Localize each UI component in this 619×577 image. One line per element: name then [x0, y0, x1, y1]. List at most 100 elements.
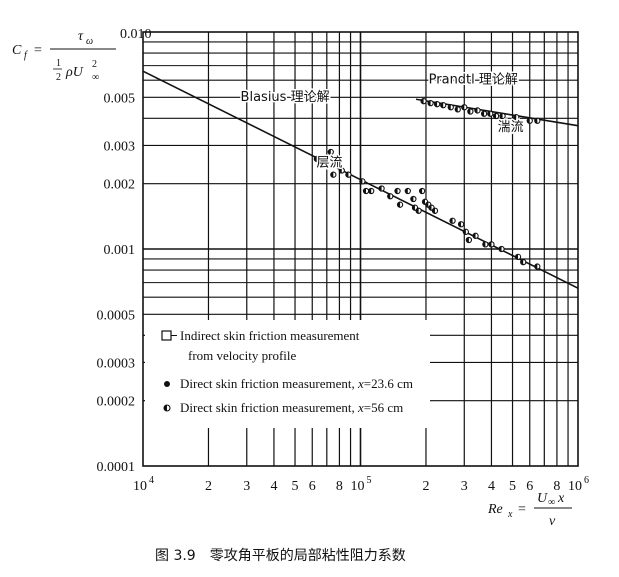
x-tick-base: 2: [205, 479, 212, 494]
marker-fill: [440, 102, 444, 108]
data-point: [420, 98, 427, 105]
y-tick-label: 0.0001: [97, 460, 136, 475]
data-point: [499, 112, 506, 120]
x-tick-label: 6: [309, 479, 316, 494]
marker-fill: [425, 202, 429, 208]
marker-fill: [498, 246, 502, 252]
marker-fill: [515, 254, 519, 260]
data-point: [428, 204, 435, 211]
marker-fill: [416, 208, 419, 214]
data-point: [513, 114, 520, 121]
data-point: [410, 195, 417, 203]
data-point: [454, 106, 461, 113]
marker-fill: [487, 111, 491, 117]
marker-fill: [458, 221, 462, 227]
data-point: [492, 112, 500, 120]
x-tick-label: 2: [422, 479, 429, 494]
data-point: [362, 187, 370, 195]
marker-fill: [472, 233, 476, 239]
x-tick-base: 2: [422, 479, 429, 494]
x-tick-base: 8: [336, 479, 343, 494]
data-point: [487, 110, 494, 117]
data-point: [396, 201, 404, 208]
x-tick-base: 8: [553, 479, 560, 494]
x-tick-label: 10 6: [568, 475, 589, 494]
marker-fill: [434, 101, 438, 107]
xlabel-den: ν: [549, 514, 556, 529]
marker-fill: [427, 100, 431, 106]
annotation-label: Prandtl 理论解: [429, 72, 518, 87]
data-point: [431, 207, 439, 214]
marker-fill: [368, 188, 372, 194]
y-tick-label: 0.001: [104, 243, 136, 258]
data-point: [313, 155, 321, 163]
y-tick-label: 0.002: [104, 178, 136, 193]
data-point: [447, 104, 454, 111]
marker-fill: [410, 196, 414, 202]
axes: 0.010 0.005 0.003 0.002 0.001 0.0005 0.0003 0.0…: [97, 27, 590, 494]
data-point: [404, 187, 411, 195]
marker-fill: [387, 193, 391, 199]
annotation-label: 湍流: [498, 120, 524, 135]
marker-fill: [339, 167, 342, 174]
marker-fill: [428, 205, 432, 211]
figure-caption: 图 3.9 零攻角平板的局部粘性阻力系数: [155, 548, 406, 564]
y-tick-label: 0.010: [120, 27, 152, 42]
x-tick-label: 3: [461, 479, 468, 494]
x-tick-base: 6: [526, 479, 533, 494]
data-point: [433, 101, 441, 108]
data-point: [359, 178, 366, 185]
marker-fill: [419, 188, 423, 194]
x-axis-label: Re x =U ∞ xν: [487, 491, 572, 529]
data-point: [472, 232, 479, 239]
ylabel-lhs: C: [12, 43, 22, 58]
marker-fill: [314, 156, 317, 162]
data-point: [327, 148, 334, 156]
x-tick-base: 10: [568, 479, 582, 494]
data-point: [462, 228, 469, 235]
marker-fill: [412, 205, 415, 211]
marker-fill: [164, 405, 167, 411]
data-point: [514, 253, 522, 261]
data-point: [449, 217, 456, 224]
plot-frame: [142, 31, 579, 467]
marker-fill: [397, 202, 401, 208]
data-point: [345, 171, 352, 178]
y-tick-label: 0.0002: [97, 395, 136, 410]
ylabel-den-frac-den: 2: [56, 72, 61, 83]
data-point: [480, 110, 488, 117]
legend-marker-half-circle: [163, 404, 171, 412]
x-tick-base: 4: [488, 479, 495, 494]
x-tick-exponent: 6: [584, 475, 589, 486]
marker-fill: [420, 98, 424, 104]
data-point: [418, 187, 426, 195]
y-tick-label: 0.0003: [97, 356, 136, 371]
ylabel-num-sub: ω: [86, 36, 93, 47]
y-tick-label: 0.005: [104, 91, 136, 106]
x-tick-label: 2: [205, 479, 212, 494]
marker-fill: [463, 229, 466, 235]
marker-fill: [363, 188, 367, 194]
data-point: [338, 167, 345, 174]
data-point: [498, 245, 505, 253]
data-point: [415, 207, 422, 214]
data-point: [394, 187, 401, 195]
marker-fill: [422, 199, 426, 205]
xlabel-num-sub: ∞: [548, 497, 555, 508]
annotation-label: Blasius 理论解: [241, 90, 330, 105]
marker-fill: [328, 149, 331, 155]
legend-label: from velocity profile: [188, 348, 297, 363]
legend-label: Direct skin friction measurement, x=56 c…: [180, 400, 403, 415]
x-tick-base: 3: [243, 479, 250, 494]
marker-fill: [394, 188, 398, 194]
legend-label: Direct skin friction measurement, x=23.6…: [180, 376, 413, 391]
x-tick-label: 3: [243, 479, 250, 494]
marker-fill: [467, 108, 471, 115]
marker-fill: [345, 172, 349, 178]
ylabel-den-sub: ∞: [92, 72, 99, 83]
data-point: [534, 263, 541, 270]
marker-fill: [330, 172, 334, 178]
x-tick-label: 5: [509, 479, 516, 494]
data-point: [488, 241, 495, 248]
